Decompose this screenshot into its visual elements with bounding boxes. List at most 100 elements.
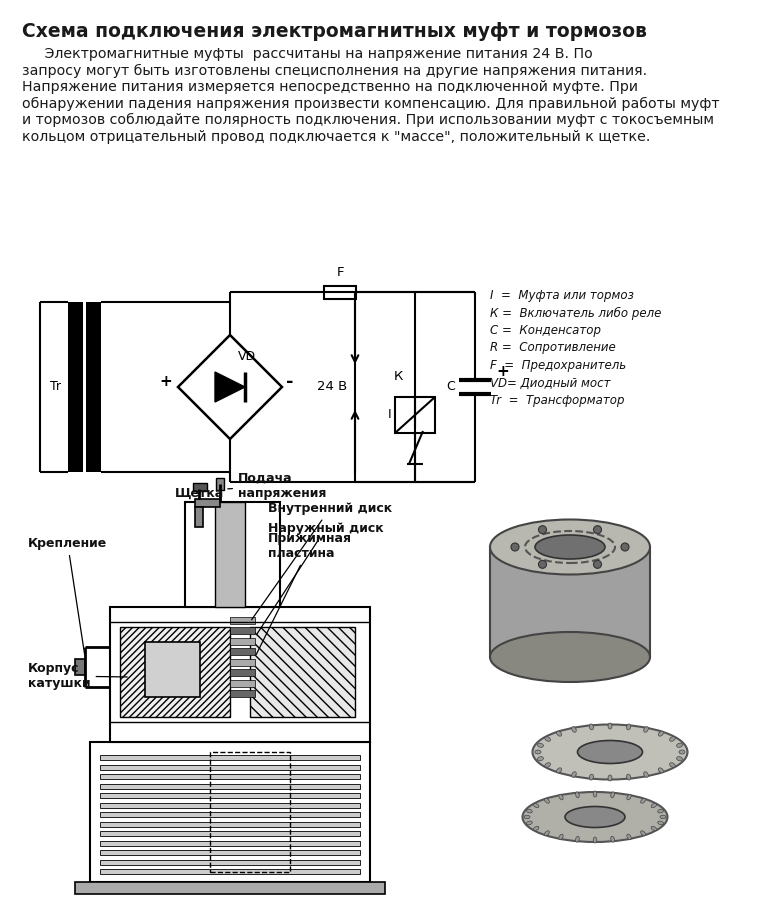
Bar	[100, 774, 360, 779]
Ellipse shape	[640, 799, 646, 803]
Bar	[86, 302, 101, 472]
Bar	[230, 637, 255, 645]
Ellipse shape	[556, 768, 562, 773]
Bar	[195, 499, 220, 507]
Bar	[230, 690, 255, 697]
Ellipse shape	[545, 736, 550, 741]
Bar	[100, 793, 360, 798]
Bar	[230, 669, 255, 676]
Circle shape	[538, 525, 546, 534]
Bar	[100, 841, 360, 845]
Bar	[100, 822, 360, 826]
Text: I: I	[388, 408, 391, 422]
Text: Tr  =  Трансформатор: Tr = Трансформатор	[490, 394, 625, 407]
Bar	[145, 642, 200, 697]
Ellipse shape	[535, 535, 605, 559]
Ellipse shape	[679, 750, 685, 754]
Ellipse shape	[611, 836, 615, 842]
Bar	[100, 765, 360, 769]
Bar	[195, 507, 203, 527]
Ellipse shape	[651, 803, 657, 808]
Circle shape	[621, 543, 629, 551]
Bar	[193, 483, 207, 491]
Ellipse shape	[556, 731, 562, 736]
Ellipse shape	[608, 723, 612, 729]
Ellipse shape	[572, 726, 577, 733]
Text: Напряжение питания измеряется непосредственно на подключенной муфте. При: Напряжение питания измеряется непосредст…	[22, 80, 638, 94]
Ellipse shape	[526, 821, 532, 824]
Bar	[185, 502, 280, 607]
Text: F  =  Предохранитель: F = Предохранитель	[490, 359, 626, 372]
Ellipse shape	[627, 834, 631, 840]
Bar	[100, 755, 360, 760]
Text: Наружный диск: Наружный диск	[256, 522, 384, 635]
Ellipse shape	[677, 743, 682, 747]
Ellipse shape	[660, 815, 666, 819]
Text: Электромагнитные муфты  рассчитаны на напряжение питания 24 В. По: Электромагнитные муфты рассчитаны на нап…	[22, 47, 593, 61]
Ellipse shape	[490, 632, 650, 682]
Bar	[230, 648, 255, 655]
Ellipse shape	[626, 724, 631, 730]
Text: обнаружении падения напряжения произвести компенсацию. Для правильной работы муф: обнаружении падения напряжения произвест…	[22, 96, 720, 111]
Ellipse shape	[545, 763, 550, 768]
Bar	[230, 679, 255, 687]
Ellipse shape	[589, 774, 594, 780]
Text: запросу могут быть изготовлены специсполнения на другие напряжения питания.: запросу могут быть изготовлены специспол…	[22, 63, 647, 78]
Bar	[210, 752, 290, 872]
Ellipse shape	[658, 731, 664, 736]
Text: Щетка: Щетка	[175, 487, 225, 500]
Ellipse shape	[532, 724, 688, 779]
Text: R =  Сопротивление: R = Сопротивление	[490, 341, 615, 355]
Bar	[250, 627, 355, 717]
Bar	[68, 302, 83, 472]
Bar	[100, 850, 360, 855]
Text: C: C	[446, 381, 455, 393]
Bar	[230, 658, 255, 666]
Bar	[100, 802, 360, 808]
Text: 24 В: 24 В	[317, 381, 347, 393]
Ellipse shape	[627, 794, 631, 800]
Text: Tr: Tr	[50, 381, 61, 393]
Ellipse shape	[651, 826, 657, 831]
Ellipse shape	[538, 757, 543, 761]
Text: VD= Диодный мост: VD= Диодный мост	[490, 377, 611, 390]
Bar	[100, 859, 360, 865]
Text: кольцом отрицательный провод подключается к "массе", положительный к щетке.: кольцом отрицательный провод подключаетс…	[22, 129, 650, 143]
Bar	[75, 659, 85, 675]
Ellipse shape	[670, 736, 675, 741]
Ellipse shape	[626, 774, 631, 780]
Ellipse shape	[545, 799, 549, 803]
Ellipse shape	[559, 834, 563, 840]
Text: Прижимная
пластина: Прижимная пластина	[256, 532, 352, 655]
Ellipse shape	[576, 836, 580, 842]
Ellipse shape	[677, 757, 682, 761]
Bar	[324, 285, 356, 299]
Ellipse shape	[490, 520, 650, 574]
Text: Корпус
катушки: Корпус катушки	[28, 662, 127, 690]
Text: Схема подключения электромагнитных муфт и тормозов: Схема подключения электромагнитных муфт …	[22, 22, 647, 41]
Ellipse shape	[608, 775, 612, 781]
Ellipse shape	[643, 772, 648, 778]
Ellipse shape	[577, 741, 643, 764]
Ellipse shape	[589, 724, 594, 730]
Bar	[395, 397, 435, 433]
Text: Внутренний диск: Внутренний диск	[252, 502, 392, 620]
Ellipse shape	[611, 792, 615, 798]
Ellipse shape	[526, 809, 532, 812]
Bar	[490, 547, 650, 657]
Bar	[215, 502, 245, 607]
Bar	[75, 882, 385, 894]
Ellipse shape	[594, 791, 597, 797]
Bar	[90, 742, 370, 882]
Bar	[100, 783, 360, 789]
Ellipse shape	[572, 772, 577, 778]
Ellipse shape	[658, 809, 664, 812]
Bar	[100, 812, 360, 817]
Ellipse shape	[643, 726, 648, 733]
Text: I  =  Муфта или тормоз: I = Муфта или тормоз	[490, 289, 634, 302]
Ellipse shape	[559, 794, 563, 800]
Bar	[100, 869, 360, 874]
Circle shape	[594, 560, 601, 569]
Ellipse shape	[670, 763, 675, 768]
Text: Крепление: Крепление	[28, 537, 107, 654]
